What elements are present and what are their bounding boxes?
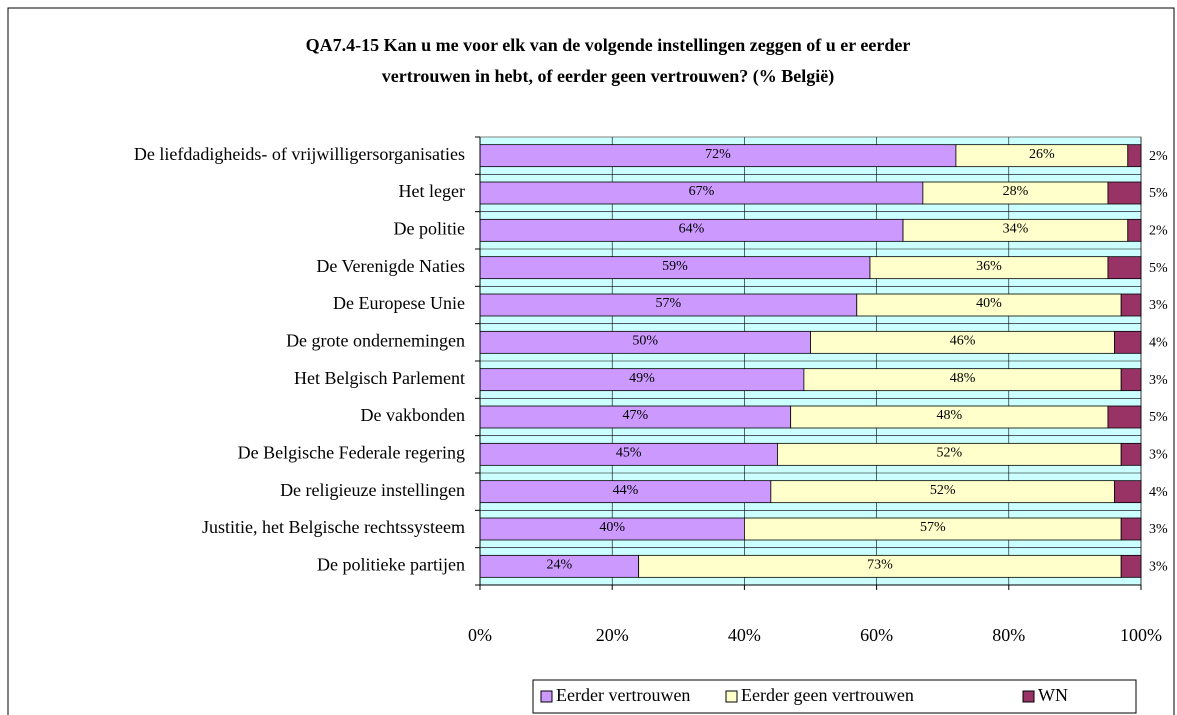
x-tick-label: 80% <box>992 625 1025 645</box>
y-tick-label: Het leger <box>399 181 465 201</box>
y-tick-label: Justitie, het Belgische rechtssysteem <box>202 517 465 537</box>
data-label: 36% <box>976 259 1002 274</box>
bar-segment <box>1120 442 1142 466</box>
data-label: 3% <box>1149 522 1168 537</box>
data-label: 45% <box>616 446 642 461</box>
y-tick-label: De politie <box>394 218 465 238</box>
x-tick-label: 60% <box>860 625 893 645</box>
legend-swatch <box>725 690 738 703</box>
data-label: 52% <box>930 483 956 498</box>
chart-title: QA7.4-15 Kan u me voor elk van de volgen… <box>306 35 911 55</box>
data-label: 47% <box>622 408 648 423</box>
legend <box>532 679 1137 714</box>
data-label: 26% <box>1029 147 1055 162</box>
data-label: 72% <box>705 147 731 162</box>
chart-title: vertrouwen in hebt, of eerder geen vertr… <box>382 66 834 87</box>
data-label: 28% <box>1003 184 1029 199</box>
bar-segment <box>1114 330 1142 354</box>
y-tick-label: De politieke partijen <box>317 554 465 574</box>
data-label: 40% <box>599 520 625 535</box>
data-label: 48% <box>950 371 976 386</box>
data-label: 4% <box>1149 485 1168 500</box>
data-label: 44% <box>613 483 639 498</box>
y-tick-label: De grote ondernemingen <box>286 330 465 350</box>
bar-segment <box>1107 405 1142 429</box>
data-label: 64% <box>679 222 705 237</box>
y-tick-label: De Verenigde Naties <box>316 256 465 276</box>
data-label: 5% <box>1149 410 1168 425</box>
data-label: 59% <box>662 259 688 274</box>
y-tick-label: De liefdadigheids- of vrijwilligersorgan… <box>134 144 465 164</box>
y-tick-label: De Belgische Federale regering <box>238 442 465 462</box>
data-label: 3% <box>1149 448 1168 463</box>
y-tick-label: Het Belgisch Parlement <box>294 368 465 388</box>
legend-label: WN <box>1038 685 1068 705</box>
bar-segment <box>1127 144 1142 168</box>
bar-segment <box>1107 256 1142 280</box>
bar-segment <box>1114 480 1142 504</box>
bar-segment <box>1120 517 1142 541</box>
legend-label: Eerder geen vertrouwen <box>741 685 914 705</box>
data-label: 4% <box>1149 336 1168 351</box>
data-label: 3% <box>1149 373 1168 388</box>
data-label: 5% <box>1149 261 1168 276</box>
bar-segment <box>1120 293 1142 317</box>
data-label: 24% <box>546 558 572 573</box>
data-label: 34% <box>1003 222 1029 237</box>
data-label: 49% <box>629 371 655 386</box>
legend-swatch <box>1022 690 1035 703</box>
bar-segment <box>1127 218 1142 242</box>
data-label: 2% <box>1149 149 1168 164</box>
data-label: 3% <box>1149 298 1168 313</box>
x-tick-label: 0% <box>468 625 492 645</box>
data-label: 48% <box>936 408 962 423</box>
data-label: 50% <box>632 334 658 349</box>
y-tick-label: De vakbonden <box>361 405 465 425</box>
x-tick-label: 100% <box>1120 625 1162 645</box>
data-label: 57% <box>656 296 682 311</box>
bar-segment <box>1107 181 1142 205</box>
bar-segment <box>1120 368 1142 392</box>
data-label: 5% <box>1149 186 1168 201</box>
x-tick-label: 40% <box>728 625 761 645</box>
data-label: 52% <box>936 446 962 461</box>
legend-swatch <box>540 690 553 703</box>
data-label: 3% <box>1149 560 1168 575</box>
legend-label: Eerder vertrouwen <box>556 685 690 705</box>
data-label: 40% <box>976 296 1002 311</box>
y-tick-label: De Europese Unie <box>333 293 465 313</box>
y-tick-label: De religieuze instellingen <box>280 480 465 500</box>
bar-segment <box>1120 554 1142 578</box>
data-label: 73% <box>867 558 893 573</box>
x-tick-label: 20% <box>596 625 629 645</box>
data-label: 2% <box>1149 224 1168 239</box>
data-label: 67% <box>689 184 715 199</box>
data-label: 57% <box>920 520 946 535</box>
data-label: 46% <box>950 334 976 349</box>
